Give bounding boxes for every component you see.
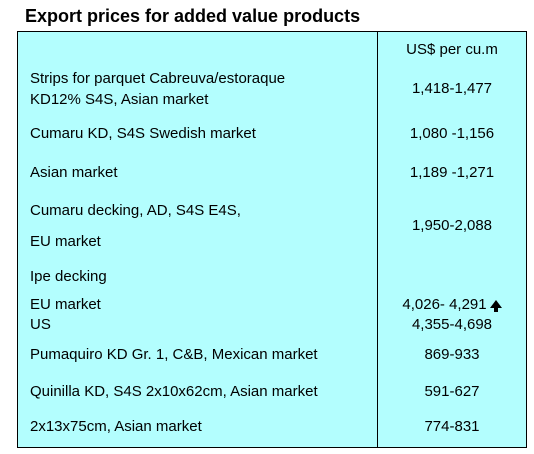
row-label: Cumaru decking, AD, S4S E4S, (30, 202, 241, 219)
row-label: Cumaru KD, S4S Swedish market (30, 125, 256, 142)
row-value: 4,355-4,698 (411, 316, 493, 333)
row-label: Pumaquiro KD Gr. 1, C&B, Mexican market (30, 346, 318, 363)
row-value: 4,026- 4,291 (379, 296, 525, 314)
row-value-text: 4,026- 4,291 (402, 296, 487, 313)
unit-header: US$ per cu.m (406, 41, 498, 58)
row-value: 1,950-2,088 (411, 217, 493, 234)
price-table: US$ per cu.m Strips for parquet Cabreuva… (17, 31, 527, 448)
row-label: Asian market (30, 164, 118, 181)
row-label: Ipe decking (30, 268, 107, 285)
up-arrow-icon (489, 300, 502, 312)
row-label: EU market (30, 233, 101, 250)
row-value: 869-933 (424, 346, 480, 363)
row-label: Strips for parquet Cabreuva/estoraque (30, 70, 286, 87)
row-value: 1,189 -1,271 (409, 164, 495, 181)
row-label: Quinilla KD, S4S 2x10x62cm, Asian market (30, 383, 318, 400)
page-title: Export prices for added value products (25, 6, 361, 26)
row-label: US (30, 316, 51, 333)
row-label: EU market (30, 296, 101, 313)
row-value: 591-627 (424, 383, 480, 400)
row-label: KD12% S4S, Asian market (30, 91, 209, 108)
row-value: 1,080 -1,156 (409, 125, 495, 142)
row-value: 1,418-1,477 (411, 80, 493, 97)
column-divider (377, 32, 378, 447)
row-label: 2x13x75cm, Asian market (30, 418, 202, 435)
row-value: 774-831 (424, 418, 480, 435)
